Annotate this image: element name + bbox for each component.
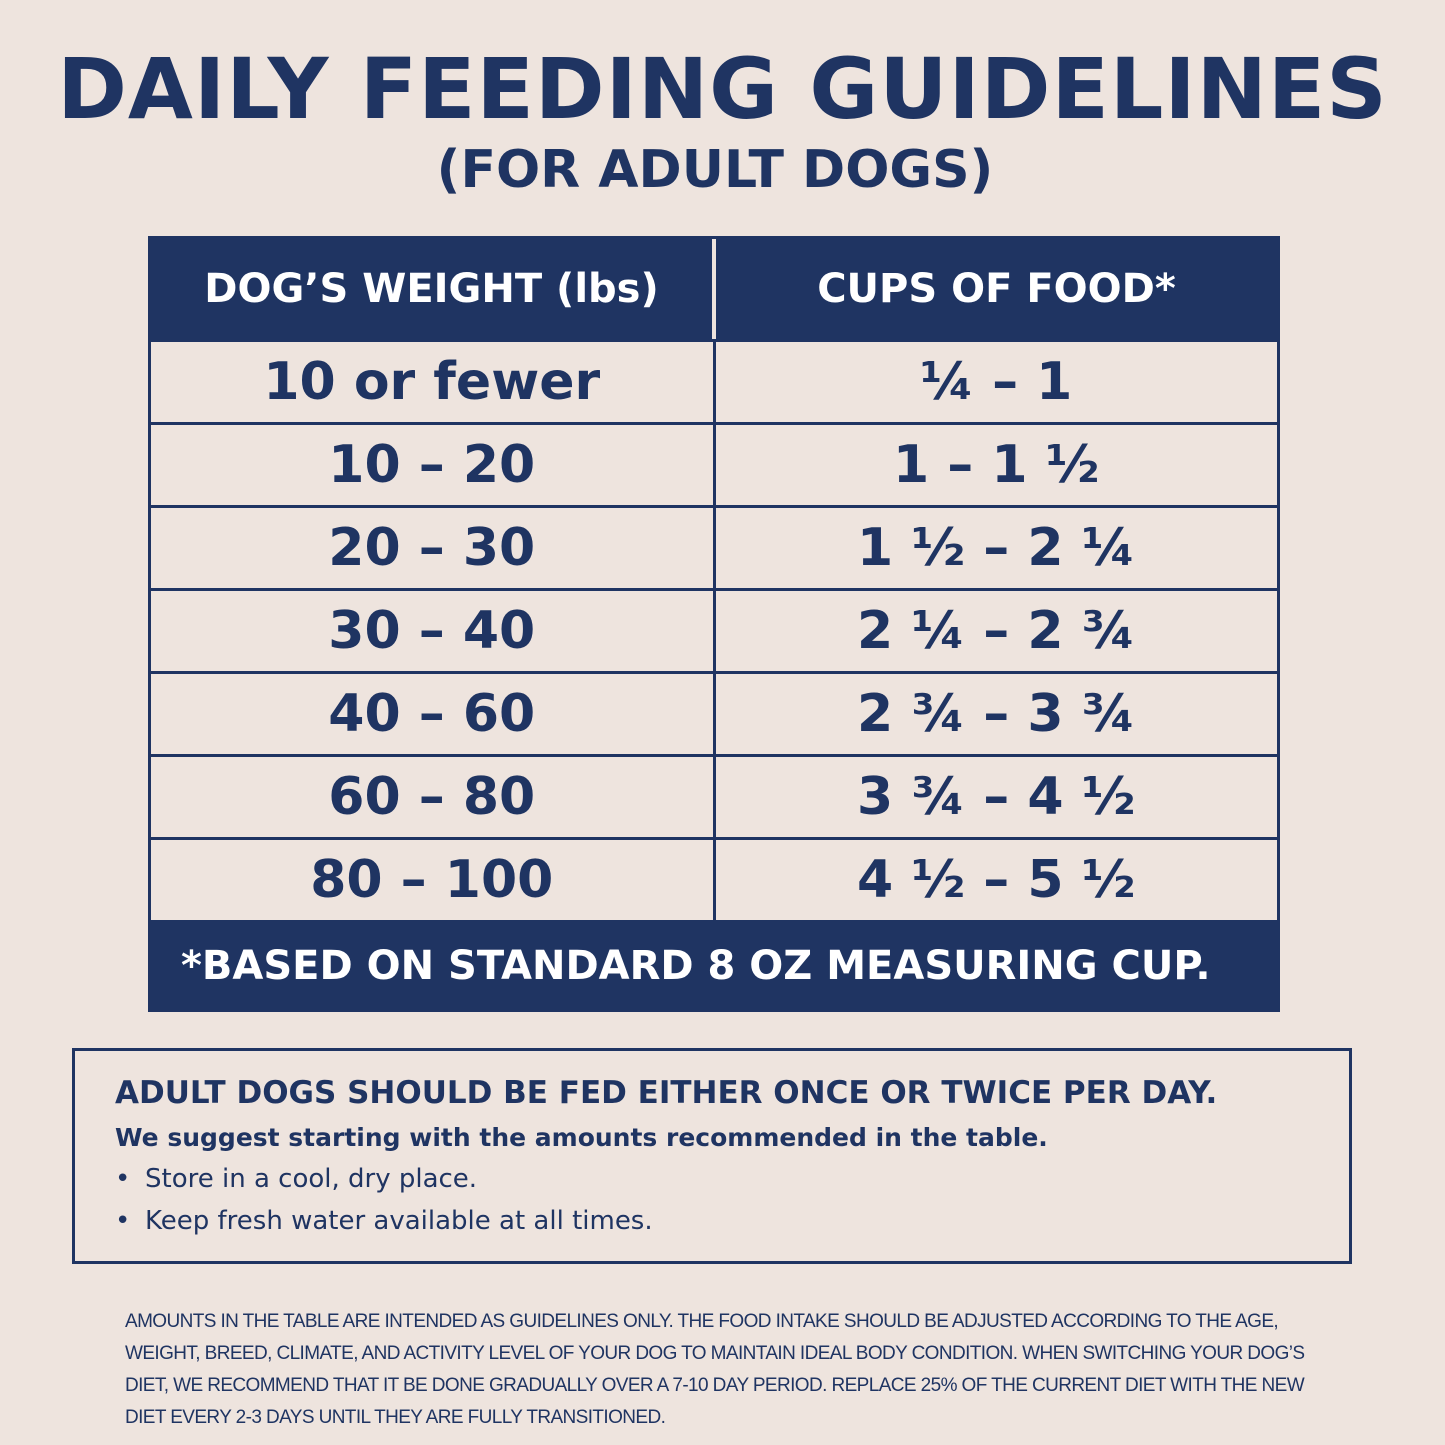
table-cell: 4 ½ – 5 ½ bbox=[857, 850, 1136, 910]
bullet: Store in a cool, dry place. bbox=[115, 1164, 1309, 1194]
table-row: 60 – 80 3 ¾ – 4 ½ bbox=[151, 754, 1277, 837]
column-header: CUPS OF FOOD* bbox=[817, 266, 1176, 312]
bullet: Keep fresh water available at all times. bbox=[115, 1206, 1309, 1236]
table-cell: 40 – 60 bbox=[151, 674, 716, 754]
table-row: 80 – 100 4 ½ – 5 ½ bbox=[151, 837, 1277, 920]
table-row: 10 – 20 1 – 1 ½ bbox=[151, 422, 1277, 505]
notes-box: ADULT DOGS SHOULD BE FED EITHER ONCE OR … bbox=[72, 1048, 1352, 1264]
table-cell: 3 ¾ – 4 ½ bbox=[857, 767, 1136, 827]
table-cell: 30 – 40 bbox=[151, 591, 716, 671]
column-header: DOG’S WEIGHT (lbs) bbox=[151, 239, 716, 339]
notes-intro: We suggest starting with the amounts rec… bbox=[115, 1123, 1048, 1152]
table-cell: ¼ – 1 bbox=[920, 352, 1073, 412]
feeding-table: DOG’S WEIGHT (lbs) CUPS OF FOOD* 10 or f… bbox=[148, 236, 1280, 1012]
notes-heading: ADULT DOGS SHOULD BE FED EITHER ONCE OR … bbox=[115, 1075, 1218, 1111]
table-cell: 1 ½ – 2 ¼ bbox=[857, 518, 1136, 578]
table-row: 10 or fewer ¼ – 1 bbox=[151, 339, 1277, 422]
header-row: DOG’S WEIGHT (lbs) CUPS OF FOOD* bbox=[151, 239, 1277, 339]
table-cell: 20 – 30 bbox=[151, 508, 716, 588]
table-body: 10 or fewer ¼ – 1 10 – 20 1 – 1 ½ 20 – 30 1 ½… bbox=[151, 339, 1277, 920]
table-cell: 2 ¾ – 3 ¾ bbox=[857, 684, 1136, 744]
table-row: 20 – 30 1 ½ – 2 ¼ bbox=[151, 505, 1277, 588]
subtitle: (FOR ADULT DOGS) bbox=[436, 140, 994, 200]
table-cell: 60 – 80 bbox=[151, 757, 716, 837]
table-cell: 2 ¼ – 2 ¾ bbox=[857, 601, 1136, 661]
footnote: *BASED ON STANDARD 8 OZ MEASURING CUP. bbox=[151, 920, 1277, 1009]
table-row: 30 – 40 2 ¼ – 2 ¾ bbox=[151, 588, 1277, 671]
disclaimer: AMOUNTS IN THE TABLE ARE INTENDED AS GUI… bbox=[125, 1311, 1305, 1428]
bullet-list: Store in a cool, dry place. Keep fresh wa… bbox=[115, 1164, 1309, 1236]
table-cell: 10 or fewer bbox=[151, 342, 716, 422]
title: DAILY FEEDING GUIDELINES bbox=[57, 40, 1388, 138]
table-cell: 1 – 1 ½ bbox=[892, 435, 1100, 495]
table-cell: 80 – 100 bbox=[151, 840, 716, 920]
table-row: 40 – 60 2 ¾ – 3 ¾ bbox=[151, 671, 1277, 754]
table-cell: 10 – 20 bbox=[151, 425, 716, 505]
